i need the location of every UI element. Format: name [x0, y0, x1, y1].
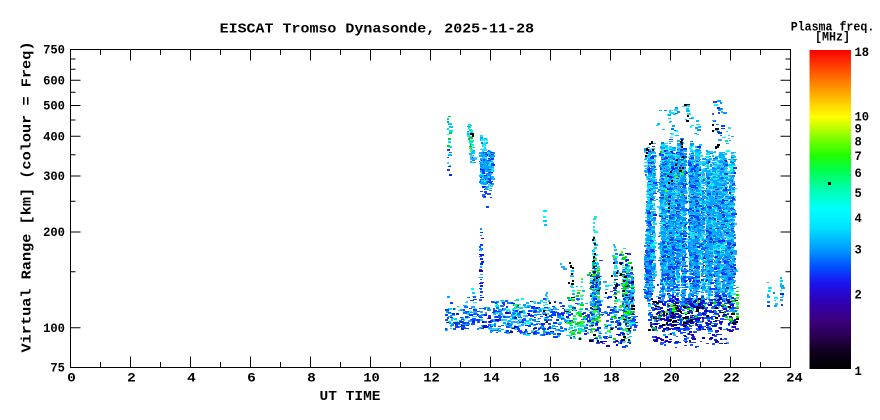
svg-text:20: 20: [663, 372, 680, 386]
svg-text:18: 18: [855, 46, 870, 60]
svg-text:200: 200: [43, 226, 65, 240]
svg-text:2: 2: [127, 372, 136, 386]
svg-text:1: 1: [855, 365, 862, 379]
svg-text:300: 300: [43, 170, 65, 184]
svg-text:EISCAT Tromso Dynasonde, 2025-: EISCAT Tromso Dynasonde, 2025-11-28: [220, 22, 534, 38]
svg-text:12: 12: [423, 372, 440, 386]
svg-text:3: 3: [855, 244, 862, 258]
svg-text:2: 2: [855, 288, 862, 302]
svg-text:400: 400: [43, 130, 65, 144]
svg-text:14: 14: [483, 372, 500, 386]
svg-text:500: 500: [43, 100, 65, 114]
svg-text:6: 6: [855, 167, 862, 181]
svg-text:9: 9: [855, 122, 862, 136]
svg-text:7: 7: [855, 150, 862, 164]
svg-text:600: 600: [43, 74, 65, 88]
svg-text:10: 10: [363, 372, 380, 386]
svg-text:[MHz]: [MHz]: [815, 31, 850, 45]
svg-text:6: 6: [247, 372, 256, 386]
svg-text:Plasma freq.: Plasma freq.: [791, 20, 875, 34]
svg-text:4: 4: [187, 372, 196, 386]
svg-text:100: 100: [43, 322, 65, 336]
svg-text:0: 0: [67, 372, 76, 386]
svg-text:24: 24: [786, 372, 803, 386]
svg-text:750: 750: [43, 44, 65, 58]
svg-text:Virtual Range [km] (colour = F: Virtual Range [km] (colour = Freq): [20, 42, 36, 353]
svg-text:10: 10: [855, 111, 870, 125]
svg-text:16: 16: [543, 372, 560, 386]
svg-text:5: 5: [855, 187, 862, 201]
svg-text:22: 22: [723, 372, 740, 386]
svg-text:UT TIME: UT TIME: [320, 390, 381, 405]
svg-text:8: 8: [307, 372, 316, 386]
svg-text:18: 18: [603, 372, 620, 386]
svg-text:8: 8: [855, 135, 862, 149]
svg-text:4: 4: [855, 212, 863, 226]
svg-text:75: 75: [50, 362, 65, 376]
